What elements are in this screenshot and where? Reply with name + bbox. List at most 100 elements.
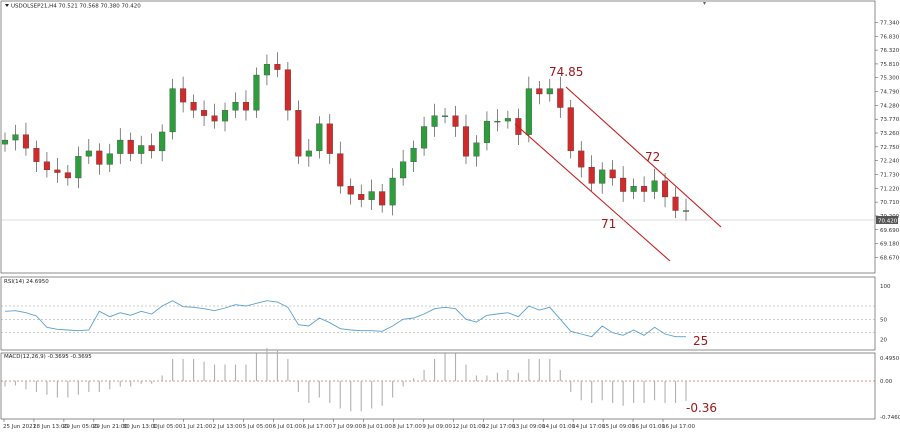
price-tick-label: 74.790 bbox=[880, 90, 900, 96]
candle-body bbox=[662, 180, 669, 198]
candle-body bbox=[400, 161, 407, 179]
candle-body bbox=[494, 120, 501, 123]
price-tick-label: 69.180 bbox=[880, 242, 900, 248]
candle-body bbox=[75, 156, 82, 179]
candle-body bbox=[295, 110, 302, 157]
candle-body bbox=[263, 64, 270, 76]
candle-body bbox=[274, 64, 281, 70]
candle-body bbox=[452, 115, 459, 127]
candle-body bbox=[305, 150, 312, 157]
rsi-tick-label: 20 bbox=[880, 337, 887, 343]
price-tick-label: 69.690 bbox=[880, 228, 900, 234]
candle-body bbox=[138, 145, 145, 154]
price-tick-label: 76.320 bbox=[880, 48, 900, 54]
price-tick-label: 71.220 bbox=[880, 186, 900, 192]
current-price-box bbox=[876, 216, 898, 224]
candle-body bbox=[337, 153, 344, 187]
collapse-icon[interactable] bbox=[5, 4, 9, 7]
price-tick-label: 75.810 bbox=[880, 62, 900, 68]
time-tick-label: 12 Jul 17:00 bbox=[482, 424, 515, 430]
price-tick-label: 71.730 bbox=[880, 172, 900, 178]
candle-body bbox=[326, 123, 333, 154]
rsi-indicator: 100 50 20 bbox=[1, 284, 891, 343]
candle-body bbox=[641, 185, 648, 192]
price-tick-label: 73.770 bbox=[880, 117, 900, 123]
channel-upper-line bbox=[565, 86, 722, 228]
candle-body bbox=[169, 88, 176, 133]
candle-body bbox=[1, 139, 9, 145]
price-panel bbox=[0, 0, 876, 274]
time-tick-label: 6 Jul 01:00 bbox=[273, 424, 303, 430]
price-tick-label: 72.750 bbox=[880, 145, 900, 151]
macd-indicator: 0.4950 0.00 -0.7460 bbox=[1, 348, 900, 421]
candle-body bbox=[672, 196, 679, 211]
candle-body bbox=[651, 180, 658, 192]
price-tick-label: 76.830 bbox=[880, 34, 900, 40]
candle-body bbox=[201, 110, 208, 116]
time-tick-label: 25 Jun 2021 bbox=[3, 424, 36, 430]
candle-body bbox=[347, 185, 354, 195]
price-tick-label: 70.710 bbox=[880, 200, 900, 206]
candle-body bbox=[473, 142, 480, 157]
time-tick-label: 6 Jul 17:00 bbox=[303, 424, 333, 430]
candle-body bbox=[64, 172, 71, 179]
time-tick-label: 8 Jul 17:00 bbox=[392, 424, 422, 430]
candle-body bbox=[242, 101, 250, 111]
candle-body bbox=[609, 169, 616, 179]
candle-body bbox=[284, 69, 291, 111]
candle-body bbox=[117, 139, 124, 154]
time-tick-label: 5 Jul 05:00 bbox=[243, 424, 273, 430]
time-tick-label: 14 Jul 17:00 bbox=[572, 424, 605, 430]
candle-body bbox=[12, 134, 19, 141]
candle-body bbox=[85, 150, 92, 157]
candle-body bbox=[620, 177, 627, 192]
time-tick-label: 1 Jul 05:00 bbox=[153, 424, 183, 430]
candle-body bbox=[221, 110, 229, 122]
candle-body bbox=[546, 88, 553, 95]
price-tick-label: 72.240 bbox=[880, 159, 900, 165]
time-tick-label: 1 Jul 21:00 bbox=[183, 424, 213, 430]
candle-body bbox=[379, 191, 386, 206]
candle-body bbox=[410, 148, 417, 162]
candle-body bbox=[54, 169, 61, 173]
time-tick-label: 30 Jun 13:00 bbox=[123, 424, 158, 430]
candle-body bbox=[389, 177, 396, 206]
rsi-panel bbox=[0, 276, 876, 351]
time-tick-label: 15 Jul 09:00 bbox=[602, 424, 635, 430]
candle-body bbox=[106, 153, 113, 165]
time-tick-label: 29 Jun 21:00 bbox=[93, 424, 128, 430]
annotation-high: 74.85 bbox=[549, 65, 583, 79]
candle-body bbox=[190, 101, 197, 111]
candle-body bbox=[43, 161, 50, 171]
candle-body bbox=[316, 123, 323, 152]
price-tick-label: 68.670 bbox=[880, 255, 900, 261]
candle-body bbox=[253, 74, 260, 111]
trend-channel bbox=[514, 86, 722, 262]
channel-lower-line bbox=[514, 123, 671, 262]
candle-body bbox=[441, 115, 449, 117]
time-tick-label: 29 Jun 05:00 bbox=[63, 424, 98, 430]
candle-body bbox=[504, 118, 511, 122]
time-tick-label: 2 Jul 13:00 bbox=[213, 424, 243, 430]
symbol-header: USDOLSEP21,H4 70.521 70.568 70.380 70.42… bbox=[11, 4, 141, 10]
price-tick-label: 75.300 bbox=[880, 76, 900, 82]
price-tick-label: 73.260 bbox=[880, 131, 900, 137]
annotation-upper: 72 bbox=[645, 150, 660, 164]
rsi-tick-label: 100 bbox=[880, 284, 891, 290]
candle-body bbox=[358, 194, 365, 200]
rsi-tick-label: 50 bbox=[880, 317, 887, 323]
time-tick-label: 28 Jun 13:00 bbox=[33, 424, 68, 430]
time-tick-label: 9 Jul 09:00 bbox=[422, 424, 452, 430]
macd-panel bbox=[0, 352, 876, 420]
macd-tick-label: 0.00 bbox=[880, 379, 893, 385]
time-tick-label: 14 Jul 01:00 bbox=[542, 424, 575, 430]
candles bbox=[1, 52, 690, 221]
candle-body bbox=[462, 126, 470, 157]
candle-body bbox=[483, 120, 490, 143]
candle-body bbox=[431, 115, 438, 127]
time-tick-label: 16 Jul 17:00 bbox=[662, 424, 695, 430]
chart-menu-icon[interactable]: ▾ bbox=[703, 0, 706, 7]
candle-body bbox=[525, 88, 532, 135]
